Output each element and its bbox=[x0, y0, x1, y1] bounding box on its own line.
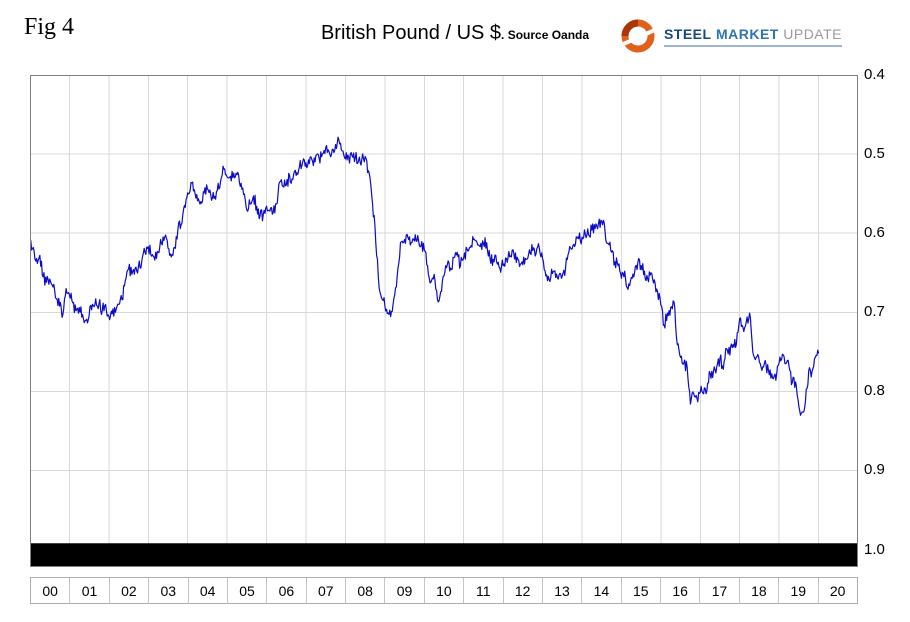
steel-market-update-logo: STEEL MARKET UPDATE bbox=[618, 16, 842, 56]
x-tick-label: 14 bbox=[581, 578, 620, 603]
y-tick-label: 0.6 bbox=[864, 224, 885, 242]
y-tick-label: 0.4 bbox=[864, 66, 885, 83]
plot-border bbox=[30, 75, 858, 567]
y-tick-label: 0.8 bbox=[864, 382, 885, 400]
x-tick-label: 18 bbox=[738, 578, 778, 603]
x-tick-label: 08 bbox=[345, 578, 384, 603]
x-axis-year-labels: 00 01 02 03 04 05 06 07 08 09 10 11 12 13 14 15 16 17 18 19… bbox=[30, 577, 858, 604]
figure-label: Fig 4 bbox=[24, 14, 75, 40]
x-tick-label: 06 bbox=[266, 578, 305, 603]
logo-word-market: MARKET bbox=[715, 25, 779, 42]
smu-logo-ring-icon bbox=[618, 19, 658, 53]
x-tick-label: 17 bbox=[699, 578, 738, 603]
x-tick-label: 05 bbox=[226, 578, 266, 603]
y-tick-label: 0.9 bbox=[864, 461, 885, 479]
y-tick-label: 1.0 bbox=[864, 540, 885, 558]
x-tick-label: 16 bbox=[660, 578, 699, 603]
x-tick-label: 00 bbox=[42, 582, 58, 599]
x-tick-label: 13 bbox=[541, 578, 581, 603]
x-tick-label: 10 bbox=[423, 578, 463, 603]
chart-title: British Pound / US $ bbox=[320, 22, 502, 44]
x-tick-label: 12 bbox=[502, 578, 542, 603]
x-tick-label: 19 bbox=[778, 578, 817, 603]
y-tick-label: 0.7 bbox=[864, 303, 885, 321]
y-tick-label: 0.5 bbox=[864, 145, 885, 163]
x-tick-label: 04 bbox=[187, 578, 227, 603]
smu-logo-text: STEEL MARKET UPDATE bbox=[663, 25, 842, 47]
x-tick-label: 03 bbox=[148, 578, 187, 603]
x-tick-label: 02 bbox=[108, 578, 148, 603]
logo-word-update: UPDATE bbox=[783, 25, 842, 42]
x-tick-label: 15 bbox=[620, 578, 660, 603]
x-tick-label: 07 bbox=[305, 578, 345, 603]
x-tick-label: 11 bbox=[463, 578, 502, 603]
gbp-usd-line bbox=[30, 136, 820, 416]
x-tick-label: 20 bbox=[817, 578, 857, 603]
chart-source-note: . Source Oanda bbox=[501, 28, 590, 42]
logo-word-steel: STEEL bbox=[663, 25, 712, 42]
x-tick-label: 09 bbox=[384, 578, 423, 603]
bottom-black-bar bbox=[30, 543, 858, 567]
x-tick-label: 01 bbox=[69, 578, 108, 603]
price-chart bbox=[30, 75, 858, 567]
